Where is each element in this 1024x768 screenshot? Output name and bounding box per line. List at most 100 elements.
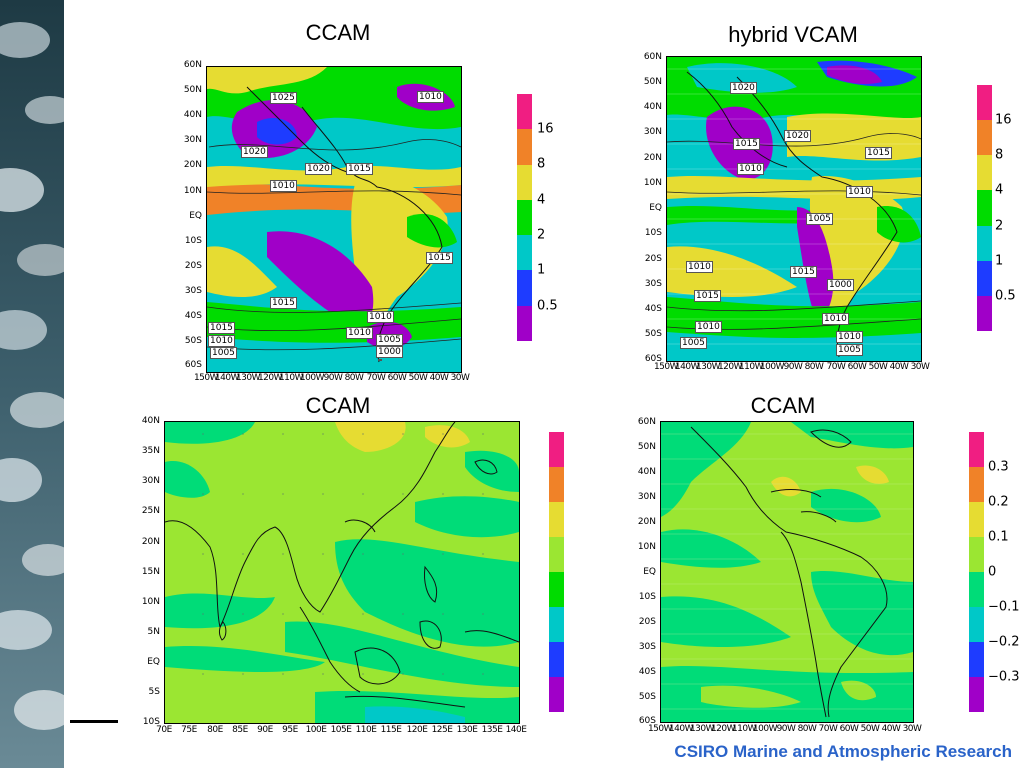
x-tick-label: 130W bbox=[235, 373, 261, 383]
map-ccam-americas bbox=[660, 421, 914, 723]
contour-label: 1010 bbox=[686, 261, 713, 273]
colorbar-segment bbox=[517, 94, 532, 130]
colorbar-segment bbox=[517, 199, 532, 236]
x-tick-label: 60W bbox=[387, 373, 407, 383]
colorbar-segment bbox=[969, 432, 984, 467]
y-tick-label: 30S bbox=[638, 642, 656, 652]
y-tick-label: 30N bbox=[643, 127, 662, 137]
x-axis-ticks: 70E 75E 80E 85E 90E 95E 100E 105E 110E 1… bbox=[156, 725, 527, 737]
colorbar-label: −0.3 bbox=[988, 669, 1020, 685]
colorbar-label: 0.2 bbox=[988, 494, 1009, 510]
x-tick-label: 150W bbox=[653, 362, 679, 372]
x-tick-label: 140E bbox=[505, 725, 527, 735]
y-tick-label: 50N bbox=[637, 442, 656, 452]
colorbar-label: −0.1 bbox=[988, 599, 1020, 615]
colorbar-segment bbox=[517, 270, 532, 306]
colorbar-segment bbox=[549, 677, 564, 712]
y-tick-label: 20S bbox=[644, 254, 662, 264]
x-tick-label: 110W bbox=[278, 373, 304, 383]
x-tick-label: 90W bbox=[783, 362, 803, 372]
y-tick-label: 15N bbox=[141, 567, 160, 577]
y-tick-label: 40S bbox=[184, 311, 202, 321]
y-tick-label: 10S bbox=[142, 717, 160, 727]
colorbar-label: 1 bbox=[995, 253, 1004, 269]
contour-label: 1010 bbox=[367, 311, 394, 323]
colorbar-label: −0.2 bbox=[988, 634, 1020, 650]
y-tick-label: 20N bbox=[141, 537, 160, 547]
contour-label: 1025 bbox=[270, 92, 297, 104]
colorbar-segment bbox=[969, 537, 984, 572]
x-tick-label: 150W bbox=[193, 373, 219, 383]
y-axis-ticks: 60N 50N 40N 30N 20N 10N EQ 10S 20S 30S 4… bbox=[150, 60, 202, 375]
colorbar-label: 0 bbox=[988, 564, 997, 580]
map-ccam-asia bbox=[164, 421, 520, 724]
x-tick-label: 30W bbox=[910, 362, 930, 372]
sidebar-cloud-image bbox=[0, 0, 64, 768]
colorbar-label: 16 bbox=[995, 112, 1012, 128]
contour-label: 1000 bbox=[827, 279, 854, 291]
colorbar-label: 1 bbox=[537, 262, 546, 278]
y-axis-ticks: 60N 50N 40N 30N 20N 10N EQ 10S 20S 30S 4… bbox=[614, 417, 656, 726]
x-tick-label: 125E bbox=[431, 725, 453, 735]
contour-label: 1005 bbox=[376, 334, 403, 346]
y-tick-label: 60N bbox=[637, 417, 656, 427]
y-tick-label: 50S bbox=[638, 692, 656, 702]
x-tick-label: 110E bbox=[355, 725, 377, 735]
colorbar-segment bbox=[549, 642, 564, 677]
y-tick-label: 5N bbox=[147, 627, 160, 637]
colorbar-label: 8 bbox=[995, 147, 1004, 163]
colorbar bbox=[549, 432, 564, 712]
y-tick-label: 20N bbox=[643, 153, 662, 163]
y-tick-label: 40S bbox=[644, 304, 662, 314]
x-tick-label: 120W bbox=[717, 362, 743, 372]
x-axis-ticks: 150W 140W 130W 120W 110W 100W 90W 80W 70… bbox=[654, 362, 930, 374]
colorbar-segment bbox=[977, 295, 992, 331]
x-tick-label: 90E bbox=[257, 725, 273, 735]
x-tick-label: 85E bbox=[232, 725, 248, 735]
y-tick-label: 50S bbox=[184, 336, 202, 346]
x-tick-label: 40W bbox=[429, 373, 449, 383]
contour-label: 1010 bbox=[695, 321, 722, 333]
y-tick-label: 50N bbox=[643, 77, 662, 87]
x-tick-label: 120W bbox=[257, 373, 283, 383]
x-tick-label: 140W bbox=[674, 362, 700, 372]
contour-label: 1010 bbox=[846, 186, 873, 198]
contour-label: 1005 bbox=[210, 347, 237, 359]
contour-label: 1010 bbox=[270, 180, 297, 192]
colorbar-label: 0.5 bbox=[537, 298, 558, 314]
y-tick-label: 50S bbox=[644, 329, 662, 339]
x-tick-label: 130E bbox=[456, 725, 478, 735]
y-axis-ticks: 60N 50N 40N 30N 20N 10N EQ 10S 20S 30S 4… bbox=[620, 52, 662, 364]
x-tick-label: 70E bbox=[156, 725, 172, 735]
y-tick-label: 60S bbox=[644, 354, 662, 364]
chart-title: CCAM bbox=[750, 393, 816, 418]
y-tick-label: 25N bbox=[141, 506, 160, 516]
contour-label: 1015 bbox=[426, 252, 453, 264]
colorbar-segment bbox=[977, 120, 992, 156]
contour-label: 1015 bbox=[733, 138, 760, 150]
y-tick-label: 5S bbox=[148, 687, 160, 697]
y-tick-label: EQ bbox=[147, 657, 160, 667]
y-tick-label: 10S bbox=[184, 236, 202, 246]
x-tick-label: 70W bbox=[826, 362, 846, 372]
y-tick-label: 10S bbox=[644, 228, 662, 238]
x-tick-label: 100W bbox=[299, 373, 325, 383]
colorbar-label: 2 bbox=[995, 218, 1004, 234]
x-tick-label: 30W bbox=[902, 724, 922, 734]
colorbar-segment bbox=[969, 642, 984, 677]
contour-label: 1015 bbox=[694, 290, 721, 302]
colorbar-segment bbox=[969, 607, 984, 642]
contour-label: 1010 bbox=[836, 331, 863, 343]
colorbar-label: 0.3 bbox=[988, 459, 1009, 475]
x-tick-label: 70W bbox=[366, 373, 386, 383]
y-tick-label: 20N bbox=[637, 517, 656, 527]
x-tick-label: 90W bbox=[323, 373, 343, 383]
colorbar-segment bbox=[977, 260, 992, 296]
contour-label: 1015 bbox=[346, 163, 373, 175]
colorbar-segment bbox=[977, 225, 992, 261]
x-tick-label: 115E bbox=[380, 725, 402, 735]
x-tick-label: 100E bbox=[305, 725, 327, 735]
contour-label bbox=[378, 359, 382, 361]
colorbar-label: 4 bbox=[537, 192, 546, 208]
colorbar-labels: 16 8 4 2 1 0.5 bbox=[537, 94, 577, 341]
